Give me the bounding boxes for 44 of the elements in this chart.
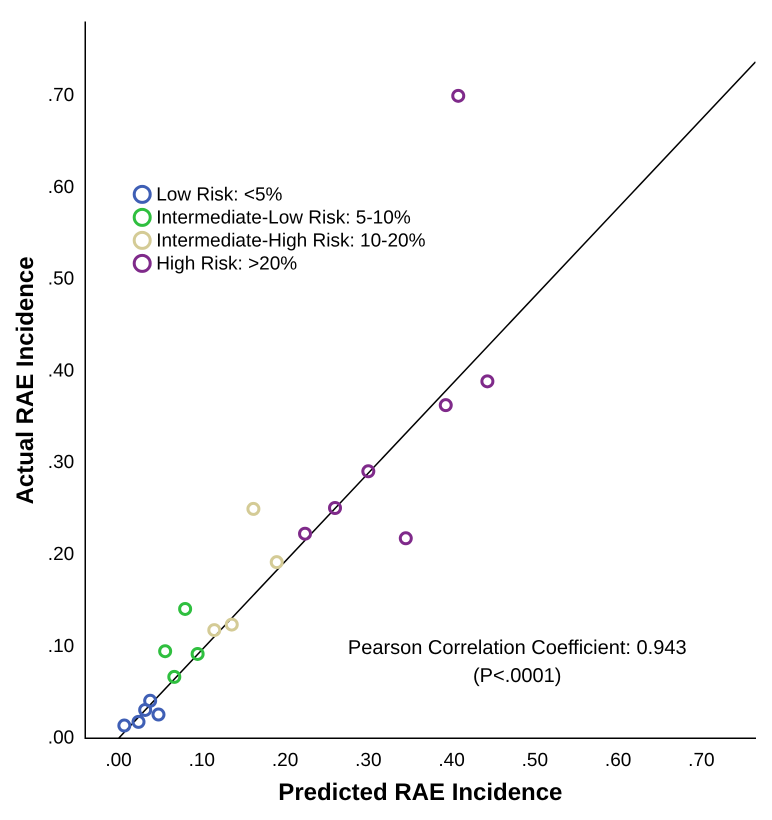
y-tick-label: .50 [48,268,74,290]
point [224,618,239,632]
legend-label: Low Risk: <5% [156,184,283,206]
point [480,374,494,388]
x-tick-label: .50 [522,750,548,772]
x-tick-label: .00 [105,750,132,772]
point [190,646,205,661]
point [117,718,132,733]
point [451,88,466,103]
legend-label: Intermediate-Low Risk: 5-10% [156,208,411,229]
point [178,602,192,616]
point [158,644,172,658]
point [438,398,453,412]
point [167,670,182,684]
point [328,500,342,515]
point [207,623,222,638]
x-tick-label: .10 [188,750,215,772]
y-axis-title: Actual RAE Incidence [12,256,40,504]
y-tick-label: .10 [48,636,74,657]
point [270,555,284,570]
y-tick-label: .60 [48,176,74,198]
legend-label: High Risk: >20% [156,254,298,275]
x-tick-label: .60 [604,750,632,772]
point [361,464,376,478]
x-tick-label: .40 [438,750,465,772]
y-tick-label: .30 [48,452,74,474]
x-axis-title: Predicted RAE Incidence [278,779,562,806]
point [143,694,158,708]
x-tick-label: .70 [688,750,715,772]
annotation: (P<.0001) [473,664,562,687]
x-tick-label: .20 [272,750,298,772]
point [151,708,166,722]
y-tick-label: .20 [48,544,74,566]
point [398,531,413,546]
point [138,702,152,717]
point [132,714,146,729]
point [246,502,260,516]
legend-label: Intermediate-High Risk: 10-20% [156,230,426,252]
y-tick-label: .00 [48,728,74,749]
y-tick-label: .70 [48,85,74,106]
annotation: Pearson Correlation Coefficient: 0.943 [348,636,687,659]
x-tick-label: .30 [355,750,382,772]
y-tick-label: .40 [48,360,74,382]
point [298,526,312,541]
